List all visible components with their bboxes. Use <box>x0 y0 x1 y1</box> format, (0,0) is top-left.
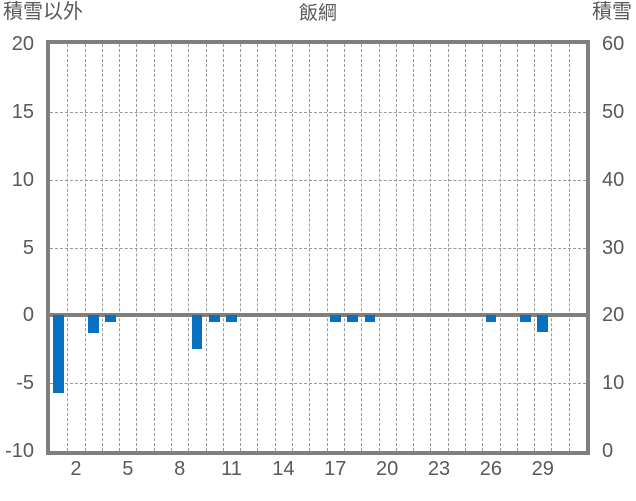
y-tick-label-left: -10 <box>5 440 34 462</box>
bar <box>329 315 341 323</box>
y-tick-label-right: 20 <box>602 304 625 327</box>
y-tick-label-right: 0 <box>602 440 614 462</box>
bar <box>87 315 99 333</box>
bar <box>485 315 497 323</box>
y-tick-label-right: 50 <box>602 100 625 123</box>
zero-baseline <box>50 313 586 318</box>
plot-area <box>46 40 590 455</box>
x-tick-label: 20 <box>376 458 399 480</box>
y-tick-label-right: 40 <box>602 168 625 191</box>
x-tick-label: 17 <box>324 458 347 480</box>
bar <box>105 315 116 323</box>
x-tick-label: 2 <box>70 458 82 480</box>
chart-title: 飯綱 <box>298 3 337 24</box>
y-axis-right: 60 50 40 30 20 10 0 <box>596 0 636 501</box>
y-tick-label-right: 30 <box>602 236 625 259</box>
x-tick-label: 23 <box>427 458 451 480</box>
plot-inner <box>50 44 586 451</box>
x-tick-label: 5 <box>122 458 134 480</box>
bar <box>520 315 531 323</box>
x-tick-label: 26 <box>479 458 503 480</box>
bar <box>191 315 203 350</box>
y-tick-label-left: 5 <box>22 236 34 259</box>
y-axis-left: 20 15 10 5 0 -5 -10 <box>0 0 40 501</box>
y-tick-label-left: 15 <box>11 100 34 123</box>
bar <box>347 315 358 323</box>
y-tick-label-right: 60 <box>602 33 625 55</box>
x-tick-label: 8 <box>174 458 186 480</box>
horizontal-gridline <box>50 179 586 181</box>
x-tick-label: 14 <box>272 458 295 480</box>
y-tick-label-left: 0 <box>22 304 34 327</box>
bar <box>53 315 64 393</box>
bar <box>537 315 549 332</box>
y-tick-label-left: 20 <box>11 33 34 55</box>
y-tick-label-right: 10 <box>602 372 625 395</box>
bar <box>208 315 220 323</box>
left-axis-unit-label: 積雪以外 <box>3 1 83 23</box>
right-axis-unit-label: 積雪 <box>592 1 632 23</box>
x-tick-label: 29 <box>531 458 554 480</box>
bar <box>364 315 376 323</box>
x-axis: 2 5 8 11 14 17 20 23 26 29 <box>46 458 590 498</box>
horizontal-gridline <box>50 247 586 249</box>
horizontal-gridline <box>50 111 586 113</box>
bar <box>226 315 237 323</box>
y-tick-label-left: 10 <box>11 168 34 191</box>
horizontal-gridline <box>50 383 586 385</box>
y-tick-label-left: -5 <box>16 372 34 395</box>
x-tick-label: 11 <box>221 458 242 480</box>
